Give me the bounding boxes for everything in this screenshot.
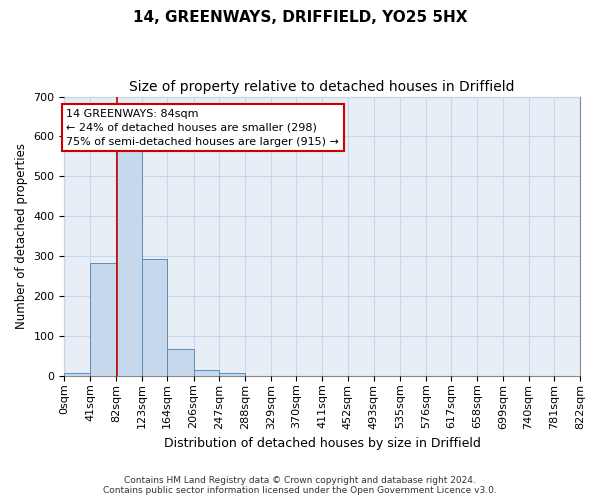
Bar [167,349,194,376]
Text: 14 GREENWAYS: 84sqm
← 24% of detached houses are smaller (298)
75% of semi-detac: 14 GREENWAYS: 84sqm ← 24% of detached ho… [66,108,339,146]
X-axis label: Distribution of detached houses by size in Driffield: Distribution of detached houses by size … [164,437,481,450]
Bar [194,370,220,376]
Bar [220,372,245,376]
Bar [64,372,90,376]
Bar [90,264,116,376]
Text: Contains HM Land Registry data © Crown copyright and database right 2024.
Contai: Contains HM Land Registry data © Crown c… [103,476,497,495]
Title: Size of property relative to detached houses in Driffield: Size of property relative to detached ho… [130,80,515,94]
Bar [142,259,167,376]
Bar [116,151,142,376]
Y-axis label: Number of detached properties: Number of detached properties [15,143,28,329]
Text: 14, GREENWAYS, DRIFFIELD, YO25 5HX: 14, GREENWAYS, DRIFFIELD, YO25 5HX [133,10,467,25]
